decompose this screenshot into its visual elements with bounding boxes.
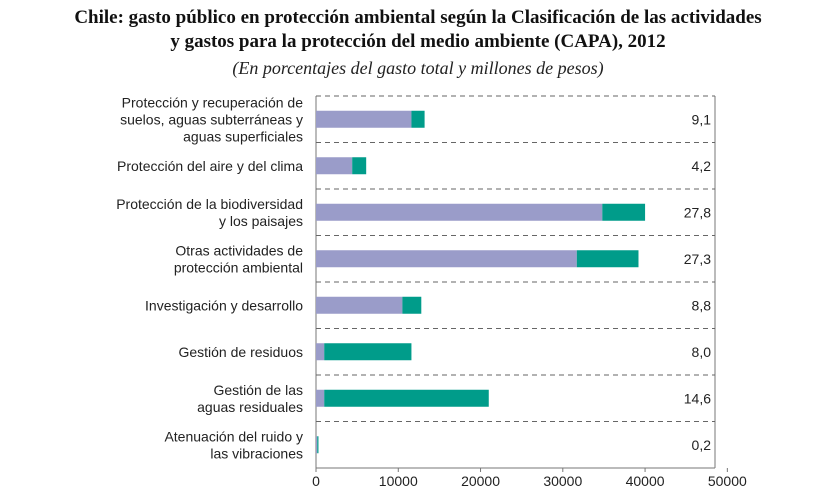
category-label: Investigación y desarrollo bbox=[145, 297, 303, 313]
percent-label: 8,0 bbox=[692, 344, 712, 360]
category-label: Protección del aire y del clima bbox=[117, 158, 303, 174]
bar-segment-series-a bbox=[316, 436, 318, 454]
category-label: Protección y recuperación de bbox=[122, 94, 304, 110]
category-label: Otras actividades de bbox=[175, 242, 303, 258]
bar-segment-series-b bbox=[411, 110, 425, 128]
bar-segment-series-b bbox=[352, 157, 367, 175]
bar-segment-series-a bbox=[316, 250, 577, 268]
x-tick-label: 30000 bbox=[543, 473, 582, 489]
percent-label: 9,1 bbox=[692, 111, 712, 127]
percent-label: 0,2 bbox=[692, 437, 712, 453]
category-label: Protección de la biodiversidad bbox=[116, 196, 303, 212]
percent-label: 27,3 bbox=[684, 251, 711, 267]
category-label: protección ambiental bbox=[174, 259, 303, 275]
x-tick-label: 40000 bbox=[626, 473, 665, 489]
x-tick-label: 50000 bbox=[708, 473, 747, 489]
category-label: aguas residuales bbox=[197, 399, 303, 415]
chart-title-line-2: y gastos para la protección del medio am… bbox=[170, 31, 666, 52]
bar-segment-series-a bbox=[316, 343, 325, 361]
category-label: Gestión de residuos bbox=[178, 344, 303, 360]
percent-label: 14,6 bbox=[684, 390, 711, 406]
category-label: y los paisajes bbox=[219, 213, 303, 229]
x-tick-label: 0 bbox=[312, 473, 320, 489]
category-label: suelos, aguas subterráneas y bbox=[120, 111, 303, 127]
category-label: Atenuación del ruido y bbox=[164, 428, 303, 444]
percent-label: 8,8 bbox=[692, 297, 712, 313]
chart-title: Chile: gasto público en protección ambie… bbox=[0, 6, 836, 54]
bar-segment-series-b bbox=[576, 250, 639, 268]
bar-segment-series-b bbox=[602, 203, 646, 221]
bar-segment-series-b bbox=[324, 343, 412, 361]
bar-segment-series-b bbox=[317, 436, 319, 454]
chart-title-line-1: Chile: gasto público en protección ambie… bbox=[74, 7, 762, 28]
category-label: las vibraciones bbox=[210, 445, 303, 461]
category-label: aguas superficiales bbox=[183, 128, 303, 144]
bar-segment-series-a bbox=[316, 157, 353, 175]
bar-segment-series-b bbox=[324, 389, 489, 407]
bar-segment-series-a bbox=[316, 296, 403, 314]
bar-segment-series-a bbox=[316, 203, 603, 221]
percent-label: 27,8 bbox=[684, 204, 711, 220]
chart-subtitle: (En porcentajes del gasto total y millon… bbox=[232, 58, 604, 78]
percent-label: 4,2 bbox=[692, 158, 712, 174]
x-tick-label: 20000 bbox=[461, 473, 500, 489]
bar-segment-series-b bbox=[402, 296, 422, 314]
bar-segment-series-a bbox=[316, 110, 412, 128]
x-tick-label: 10000 bbox=[379, 473, 418, 489]
category-label: Gestión de las bbox=[214, 382, 304, 398]
bar-segment-series-a bbox=[316, 389, 325, 407]
